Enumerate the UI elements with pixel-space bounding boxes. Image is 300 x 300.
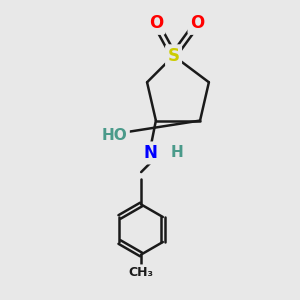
Text: S: S — [168, 47, 180, 65]
Text: O: O — [149, 14, 163, 32]
Text: CH₃: CH₃ — [129, 266, 154, 279]
Text: HO: HO — [102, 128, 128, 143]
Text: N: N — [143, 144, 157, 162]
Text: O: O — [190, 14, 204, 32]
Text: H: H — [170, 146, 183, 160]
